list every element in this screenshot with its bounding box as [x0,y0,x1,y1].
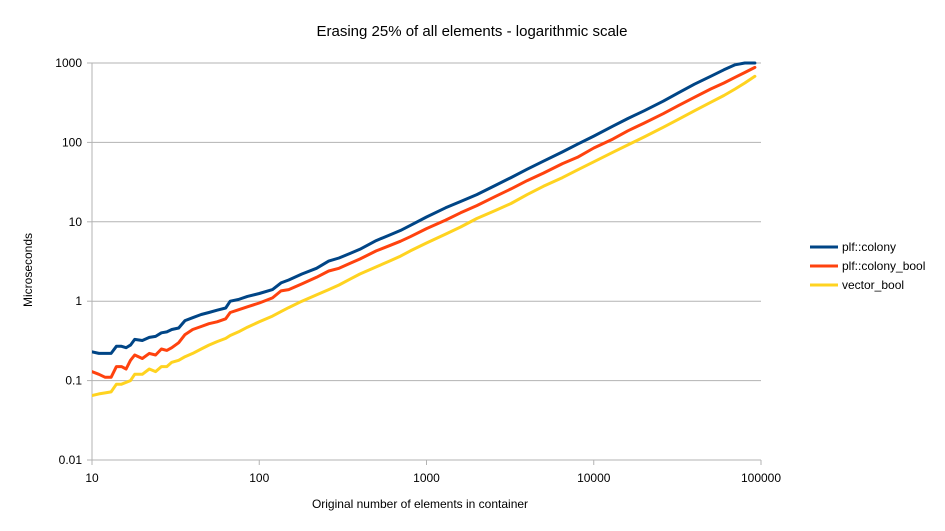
x-tick-label: 10 [85,471,99,485]
legend-label: vector_bool [842,278,904,292]
chart-title: Erasing 25% of all elements - logarithmi… [317,23,628,40]
series-line-plf-colony [92,61,757,355]
legend-label: plf::colony_bool [842,259,925,273]
y-axis-label: Microseconds [21,233,35,307]
series-line-vector-bool [92,74,757,397]
legend-label: plf::colony [842,240,896,254]
x-tick-label: 100000 [741,471,781,485]
x-tick-label: 10000 [577,471,611,485]
y-tick-label: 10 [69,215,83,229]
x-tick-label: 1000 [413,471,440,485]
x-tick-label: 100 [249,471,269,485]
y-tick-label: 100 [62,135,82,149]
y-tick-label: 1 [75,294,82,308]
series-line-plf-colony-bool [92,65,757,379]
x-axis-label: Original number of elements in container [312,497,528,511]
axes [87,62,762,465]
y-tick-label: 0.1 [65,374,82,388]
series-lines [92,61,757,397]
y-tick-label: 0.01 [59,453,83,467]
y-tick-label: 1000 [55,56,82,70]
tick-labels: 0.01 0.1 1 10 100 1000 10 100 1000 10000 100000 [55,56,781,485]
